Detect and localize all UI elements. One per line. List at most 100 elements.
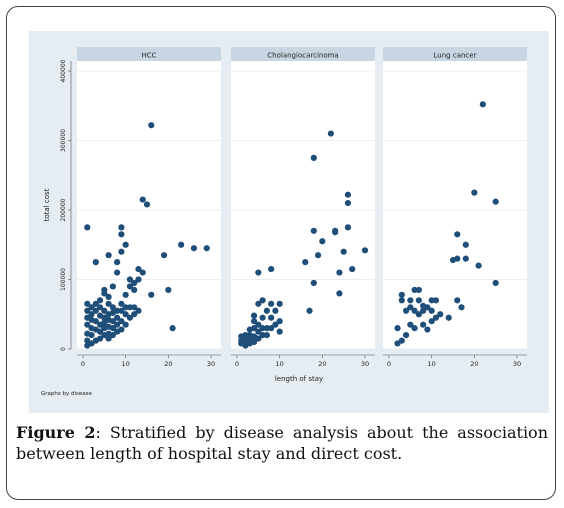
- data-point: [143, 201, 151, 208]
- data-point: [349, 265, 356, 273]
- data-point: [105, 300, 112, 307]
- data-point: [479, 101, 486, 108]
- data-point: [428, 297, 435, 304]
- data-point: [169, 325, 176, 332]
- data-point: [344, 224, 352, 231]
- data-point: [462, 255, 469, 262]
- data-point: [92, 300, 99, 307]
- y-tick-label: 0: [60, 347, 67, 351]
- data-point: [118, 318, 125, 325]
- data-point: [114, 259, 121, 266]
- data-point: [242, 332, 249, 339]
- panel-title: HCC: [141, 52, 156, 60]
- data-point: [259, 314, 266, 321]
- data-point: [114, 321, 121, 328]
- data-point: [398, 297, 405, 304]
- panel-title: Lung cancer: [434, 52, 477, 60]
- figure-frame: HCC 0 10 20 30 Cholangiocarcinoma 0 10 20 30 Lung …: [6, 6, 556, 500]
- data-point: [302, 259, 309, 266]
- x-tick-label: 0: [387, 360, 391, 368]
- data-point: [255, 321, 262, 328]
- data-point: [402, 307, 410, 314]
- data-point: [255, 328, 262, 335]
- data-point: [131, 279, 138, 287]
- data-point: [340, 248, 347, 255]
- graphs-by-note: Graphs by disease: [41, 391, 92, 397]
- panel-plot-area: [231, 61, 375, 349]
- figure-caption: Figure 2: Stratified by disease analysis…: [16, 422, 548, 464]
- data-point: [259, 332, 266, 339]
- data-point: [263, 307, 270, 314]
- y-tick-label: 300000: [60, 129, 67, 152]
- data-point: [471, 189, 478, 196]
- x-tick-label: 10: [122, 360, 130, 368]
- data-point: [276, 318, 283, 325]
- data-point: [126, 314, 134, 321]
- x-tick-label: 0: [235, 360, 239, 368]
- data-point: [411, 307, 418, 314]
- data-point: [92, 318, 99, 325]
- data-point: [126, 276, 134, 283]
- data-point: [126, 304, 134, 311]
- y-tick-label: 400000: [60, 59, 67, 82]
- y-tick-label: 100000: [60, 268, 67, 291]
- x-tick-label: 30: [513, 360, 521, 368]
- data-point: [135, 276, 142, 283]
- data-point: [96, 297, 104, 304]
- figure-label: Figure 2: [16, 423, 96, 442]
- data-point: [96, 304, 104, 311]
- data-point: [131, 311, 138, 318]
- data-point: [492, 198, 499, 205]
- data-point: [407, 321, 414, 328]
- data-point: [437, 311, 444, 318]
- data-point: [105, 252, 112, 259]
- data-point: [250, 318, 258, 325]
- x-tick-label: 20: [164, 360, 172, 368]
- data-point: [445, 314, 452, 321]
- data-point: [84, 307, 91, 314]
- data-point: [101, 286, 108, 294]
- data-point: [407, 304, 414, 311]
- data-point: [402, 332, 410, 339]
- data-point: [126, 283, 134, 290]
- data-point: [314, 252, 322, 259]
- data-point: [250, 325, 258, 332]
- data-point: [118, 224, 125, 231]
- data-point: [462, 241, 469, 248]
- y-axis-title: total cost: [43, 188, 51, 221]
- data-point: [415, 297, 422, 304]
- data-point: [109, 332, 116, 339]
- data-point: [96, 335, 104, 342]
- data-point: [411, 325, 418, 332]
- data-point: [336, 290, 343, 297]
- data-point: [332, 229, 339, 236]
- data-point: [178, 241, 185, 248]
- data-point: [131, 304, 138, 311]
- data-point: [424, 326, 431, 333]
- data-point: [407, 297, 414, 304]
- data-point: [84, 321, 91, 328]
- data-point: [109, 304, 116, 311]
- data-point: [424, 304, 431, 311]
- x-tick-label: 0: [81, 360, 85, 368]
- data-point: [105, 293, 112, 300]
- data-point: [139, 196, 146, 203]
- data-point: [114, 314, 121, 321]
- data-point: [109, 318, 116, 325]
- data-point: [310, 227, 317, 234]
- data-point: [139, 269, 146, 276]
- data-point: [122, 304, 129, 311]
- data-point: [148, 291, 155, 298]
- data-point: [250, 338, 258, 346]
- data-point: [458, 304, 465, 311]
- data-point: [255, 269, 262, 276]
- data-point: [88, 332, 95, 339]
- data-point: [203, 245, 210, 252]
- data-point: [415, 311, 422, 318]
- data-point: [160, 252, 168, 259]
- data-point: [131, 286, 138, 294]
- x-tick-label: 20: [470, 360, 478, 368]
- x-axis-title: length of stay: [275, 375, 323, 383]
- data-point: [272, 321, 279, 328]
- figure-caption-text: : Stratified by disease analysis about t…: [16, 423, 548, 463]
